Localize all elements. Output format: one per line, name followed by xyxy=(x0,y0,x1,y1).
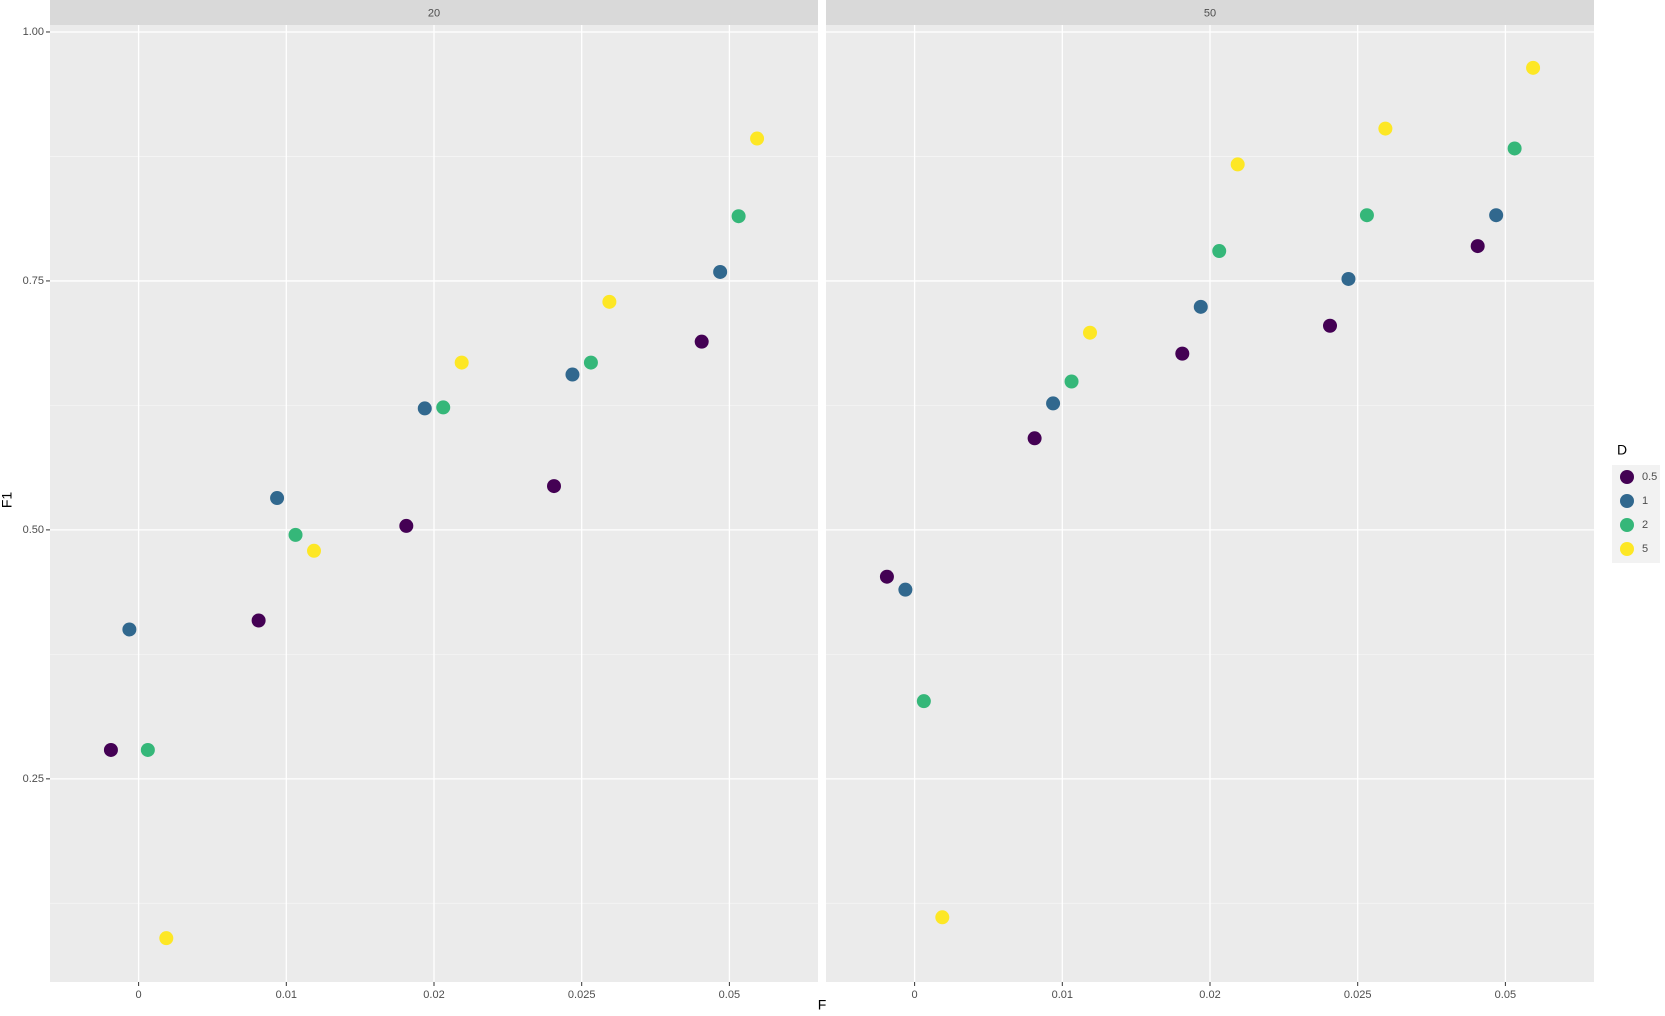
y-tick-label: 0.75 xyxy=(23,275,44,287)
x-tick-label: 0.05 xyxy=(719,989,740,1001)
point xyxy=(935,910,950,925)
legend-label: 1 xyxy=(1642,495,1648,507)
point xyxy=(694,334,709,349)
point xyxy=(436,400,451,415)
point xyxy=(1341,271,1356,286)
point xyxy=(1526,60,1541,75)
point xyxy=(288,527,303,542)
x-tick-label: 0.02 xyxy=(423,989,444,1001)
x-axis-label: F xyxy=(818,997,827,1013)
x-tick-label: 0.02 xyxy=(1199,989,1220,1001)
legend-marker xyxy=(1620,470,1634,484)
strip xyxy=(826,0,1594,25)
point xyxy=(159,931,174,946)
x-tick-label: 0 xyxy=(912,989,918,1001)
point xyxy=(1489,208,1504,223)
x-tick-label: 0.01 xyxy=(276,989,297,1001)
x-tick-label: 0.025 xyxy=(1344,989,1372,1001)
legend-marker xyxy=(1620,494,1634,508)
point xyxy=(1175,346,1190,361)
facet-label: 20 xyxy=(428,7,440,19)
point xyxy=(417,401,432,416)
point xyxy=(879,569,894,584)
point xyxy=(916,694,931,709)
point xyxy=(251,613,266,628)
point xyxy=(547,479,561,494)
x-tick-label: 0.025 xyxy=(568,989,596,1001)
point xyxy=(140,742,155,757)
y-tick-label: 1.00 xyxy=(23,26,44,38)
point xyxy=(1378,121,1393,136)
point xyxy=(1193,299,1208,314)
y-tick-label: 0.50 xyxy=(23,524,44,536)
y-axis-label: F1 xyxy=(0,492,15,509)
point xyxy=(1507,141,1522,156)
point xyxy=(583,355,598,370)
point xyxy=(750,131,765,146)
legend-title: D xyxy=(1617,442,1627,458)
strip xyxy=(50,0,818,25)
point xyxy=(898,582,913,597)
point xyxy=(602,294,617,309)
legend-marker xyxy=(1620,518,1634,532)
y-tick-label: 0.25 xyxy=(23,773,44,785)
point xyxy=(307,543,321,558)
point xyxy=(1064,374,1079,389)
x-tick-label: 0.05 xyxy=(1495,989,1516,1001)
legend-box xyxy=(1612,465,1660,563)
point xyxy=(731,209,746,224)
point xyxy=(1212,244,1227,259)
facet-label: 50 xyxy=(1204,7,1216,19)
point xyxy=(122,622,137,637)
point xyxy=(1470,239,1485,254)
point xyxy=(1083,325,1097,340)
x-tick-label: 0 xyxy=(136,989,142,1001)
point xyxy=(1359,208,1374,223)
point xyxy=(399,518,414,533)
point xyxy=(1027,431,1042,446)
x-tick-label: 0.01 xyxy=(1052,989,1073,1001)
point xyxy=(1323,318,1337,333)
legend-label: 0.5 xyxy=(1642,471,1657,483)
legend-label: 5 xyxy=(1642,543,1648,555)
point xyxy=(454,355,469,370)
point xyxy=(270,491,285,506)
point xyxy=(713,264,728,279)
legend-marker xyxy=(1620,542,1634,556)
point xyxy=(1046,396,1061,411)
point xyxy=(103,742,118,757)
point xyxy=(565,367,580,382)
point xyxy=(1230,157,1245,172)
legend-label: 2 xyxy=(1642,519,1648,531)
